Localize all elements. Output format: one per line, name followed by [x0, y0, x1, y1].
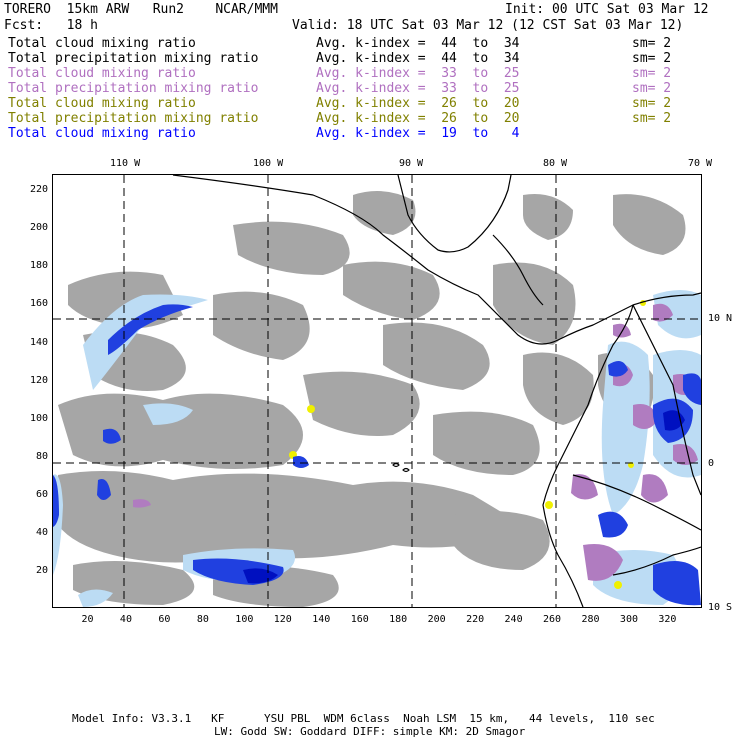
y-tick-label: 200: [29, 222, 48, 234]
legend-kindex-range: Avg. k-index = 33 to 25: [316, 81, 520, 96]
x-tick-label: 200: [427, 614, 446, 625]
lon-label-100w: 100 W: [253, 158, 284, 169]
legend-smoothing: sm= 2: [632, 96, 672, 111]
x-tick-label: 240: [504, 614, 523, 625]
y-tick-label: 140: [29, 336, 48, 348]
coastlines: [172, 175, 701, 607]
legend-field-name: Total cloud mixing ratio: [8, 96, 196, 111]
header-valid-time: Valid: 18 UTC Sat 03 Mar 12 (12 CST Sat …: [292, 18, 684, 33]
lon-label-90w: 90 W: [399, 158, 424, 169]
legend-smoothing: sm= 2: [632, 81, 672, 96]
legend-field-name: Total precipitation mixing ratio: [8, 111, 259, 126]
lon-label-70w: 70 W: [688, 158, 713, 169]
x-tick-label: 280: [581, 614, 600, 625]
legend-smoothing: sm= 2: [632, 66, 672, 81]
y-tick-label: 220: [29, 184, 48, 196]
map-canvas: [53, 175, 701, 607]
legend-field-name: Total precipitation mixing ratio: [8, 51, 259, 66]
x-tick-label: 320: [658, 614, 677, 625]
legend-kindex-range: Avg. k-index = 44 to 34: [316, 51, 520, 66]
x-tick-label: 180: [389, 614, 408, 625]
footer-model-info: Model Info: V3.3.1 KF YSU PBL WDM 6class…: [72, 712, 655, 725]
x-tick-label: 60: [158, 614, 171, 625]
legend-smoothing: sm= 2: [632, 51, 672, 66]
footer-physics-info: LW: Godd SW: Goddard DIFF: simple KM: 2D…: [214, 725, 526, 738]
y-tick-label: 40: [35, 526, 48, 538]
x-tick-label: 140: [312, 614, 331, 625]
y-tick-label: 180: [29, 260, 48, 272]
legend-kindex-range: Avg. k-index = 26 to 20: [316, 111, 520, 126]
legend-field-name: Total cloud mixing ratio: [8, 126, 196, 141]
x-tick-label: 260: [543, 614, 562, 625]
header-init-time: Init: 00 UTC Sat 03 Mar 12: [505, 2, 709, 17]
x-tick-label: 300: [619, 614, 638, 625]
x-tick-label: 220: [466, 614, 485, 625]
lat-label-0: 0: [708, 458, 715, 469]
map-plot-area: [52, 174, 702, 608]
legend-field-name: Total cloud mixing ratio: [8, 66, 196, 81]
legend-smoothing: sm= 2: [632, 111, 672, 126]
legend-field-name: Total precipitation mixing ratio: [8, 81, 259, 96]
y-tick-label: 100: [29, 412, 48, 424]
y-tick-label: 80: [35, 450, 48, 462]
header-forecast-hour: Fcst: 18 h: [4, 18, 98, 33]
x-tick-label: 80: [196, 614, 209, 625]
legend-field-name: Total cloud mixing ratio: [8, 36, 196, 51]
y-tick-label: 120: [29, 374, 48, 386]
cloud-blue-cores: [53, 304, 701, 606]
lat-lon-grid: [53, 175, 701, 607]
x-tick-label: 100: [235, 614, 254, 625]
x-tick-label: 20: [81, 614, 94, 625]
y-tick-label: 60: [35, 488, 48, 500]
legend-kindex-range: Avg. k-index = 26 to 20: [316, 96, 520, 111]
lon-label-80w: 80 W: [543, 158, 568, 169]
legend-kindex-range: Avg. k-index = 33 to 25: [316, 66, 520, 81]
header-title: TORERO 15km ARW Run2 NCAR/MMM: [4, 2, 278, 17]
lat-label-10n: 10 N: [708, 313, 733, 324]
y-tick-label: 20: [35, 564, 48, 576]
lon-label-110w: 110 W: [110, 158, 141, 169]
legend-kindex-range: Avg. k-index = 19 to 4: [316, 126, 520, 141]
y-tick-label: 160: [29, 298, 48, 310]
lat-label-10s: 10 S: [708, 602, 733, 613]
x-tick-label: 120: [273, 614, 292, 625]
legend-kindex-range: Avg. k-index = 44 to 34: [316, 36, 520, 51]
x-tick-label: 40: [119, 614, 132, 625]
legend-smoothing: sm= 2: [632, 36, 672, 51]
x-tick-label: 160: [350, 614, 369, 625]
